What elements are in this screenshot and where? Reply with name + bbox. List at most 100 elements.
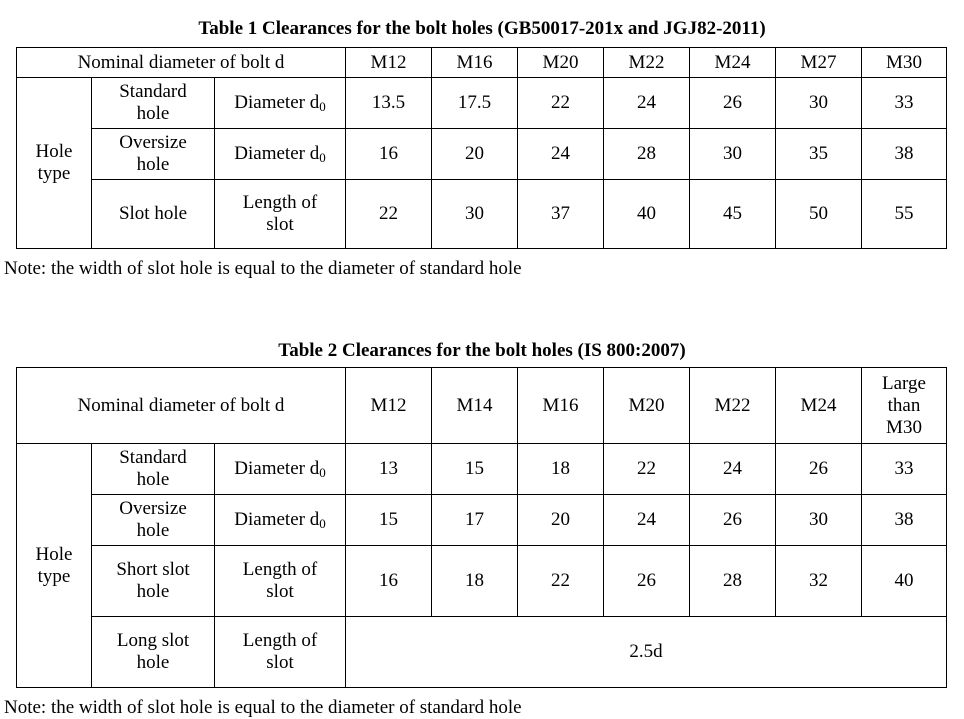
table2-row: Oversize hole Diameter d0 15 17 20 24 26… <box>17 494 947 546</box>
hole-name: Slot hole <box>91 179 215 249</box>
merged-value-cell: 2.5d <box>345 616 947 688</box>
value-cell: 13 <box>345 443 432 495</box>
value-cell: 33 <box>861 443 947 495</box>
table2-size: M20 <box>603 367 690 444</box>
value-cell: 30 <box>775 494 862 546</box>
table2-row: Short slot hole Length of slot 16 18 22 … <box>17 545 947 617</box>
value-cell: 24 <box>603 494 690 546</box>
value-cell: 50 <box>775 179 862 249</box>
table2: Nominal diameter of bolt d M12 M14 M16 M… <box>16 367 947 688</box>
table1-row: Slot hole Length of slot 22 30 37 40 45 … <box>17 179 947 249</box>
value-cell: 33 <box>861 77 947 129</box>
param-cell: Diameter d0 <box>214 443 346 495</box>
table2-hole-type-label: Hole type <box>16 443 92 688</box>
param-cell: Length of slot <box>214 545 346 617</box>
table1: Nominal diameter of bolt d M12 M16 M20 M… <box>16 47 947 249</box>
table1-size: M20 <box>517 47 604 78</box>
hole-name-text: Oversize hole <box>119 132 187 175</box>
value-cell: 30 <box>431 179 518 249</box>
param-subscript: 0 <box>319 150 326 165</box>
param-label: Diameter d <box>234 509 320 530</box>
value-cell: 26 <box>689 494 776 546</box>
table1-header-label: Nominal diameter of bolt d <box>16 47 346 78</box>
table1-size: M16 <box>431 47 518 78</box>
value-cell: 30 <box>775 77 862 129</box>
table2-note: Note: the width of slot hole is equal to… <box>4 697 522 718</box>
hole-name-text: Slot hole <box>118 203 188 224</box>
param-label: Diameter d <box>234 458 320 479</box>
value-cell: 22 <box>517 77 604 129</box>
value-cell: 20 <box>431 128 518 180</box>
hole-type-text: Hole type <box>35 141 73 184</box>
value-cell: 30 <box>689 128 776 180</box>
value-cell: 32 <box>775 545 862 617</box>
value-cell: 20 <box>517 494 604 546</box>
value-cell: 15 <box>345 494 432 546</box>
value-cell: 38 <box>861 494 947 546</box>
value-cell: 55 <box>861 179 947 249</box>
value-cell: 26 <box>603 545 690 617</box>
table2-size: Large than M30 <box>861 367 947 444</box>
table1-size: M30 <box>861 47 947 78</box>
value-cell: 28 <box>689 545 776 617</box>
hole-type-text: Hole type <box>35 543 73 587</box>
value-cell: 17.5 <box>431 77 518 129</box>
hole-name: Standard hole <box>91 443 215 495</box>
table2-row: Long slot hole Length of slot 2.5d <box>17 616 947 688</box>
value-cell: 18 <box>517 443 604 495</box>
value-cell: 26 <box>689 77 776 129</box>
param-cell: Diameter d0 <box>214 128 346 180</box>
value-cell: 24 <box>689 443 776 495</box>
value-cell: 15 <box>431 443 518 495</box>
table1-size: M24 <box>689 47 776 78</box>
param-cell: Length of slot <box>214 179 346 249</box>
table1-size: M12 <box>345 47 432 78</box>
param-label: Diameter d <box>234 92 320 113</box>
table2-size: M24 <box>775 367 862 444</box>
hole-name-text: Standard hole <box>119 81 187 124</box>
param-subscript: 0 <box>319 516 326 531</box>
hole-name-text: Standard hole <box>119 447 187 490</box>
param-label: Diameter d <box>234 143 320 164</box>
param-subscript: 0 <box>319 99 326 114</box>
hole-name: Standard hole <box>91 77 215 129</box>
value-cell: 17 <box>431 494 518 546</box>
value-cell: 22 <box>603 443 690 495</box>
value-cell: 26 <box>775 443 862 495</box>
table1-row: Oversize hole Diameter d0 16 20 24 28 30… <box>17 128 947 180</box>
table1-title: Table 1 Clearances for the bolt holes (G… <box>198 18 766 39</box>
table2-size: M16 <box>517 367 604 444</box>
value-cell: 38 <box>861 128 947 180</box>
table1-hole-type-label: Hole type <box>16 77 92 249</box>
value-cell: 18 <box>431 545 518 617</box>
hole-name-text: Oversize hole <box>119 498 187 541</box>
value-cell: 35 <box>775 128 862 180</box>
table1-header-row: Nominal diameter of bolt d M12 M16 M20 M… <box>16 47 947 78</box>
hole-name-text: Short slot hole <box>116 559 190 602</box>
param-label: Length of slot <box>242 192 318 235</box>
table2-size: M12 <box>345 367 432 444</box>
table1-size: M27 <box>775 47 862 78</box>
value-cell: 24 <box>603 77 690 129</box>
param-label: Length of slot <box>242 630 318 673</box>
value-cell: 16 <box>345 128 432 180</box>
value-cell: 22 <box>345 179 432 249</box>
table2-size: M22 <box>689 367 776 444</box>
param-cell: Diameter d0 <box>214 77 346 129</box>
param-cell: Length of slot <box>214 616 346 688</box>
table2-size: M14 <box>431 367 518 444</box>
value-cell: 24 <box>517 128 604 180</box>
hole-name: Oversize hole <box>91 128 215 180</box>
table1-note: Note: the width of slot hole is equal to… <box>4 258 522 279</box>
table2-size-text: Large than M30 <box>882 372 926 438</box>
param-label: Length of slot <box>242 559 318 602</box>
value-cell: 22 <box>517 545 604 617</box>
param-subscript: 0 <box>319 465 326 480</box>
hole-name: Long slot hole <box>91 616 215 688</box>
value-cell: 13.5 <box>345 77 432 129</box>
table1-row: Hole type Standard hole Diameter d0 13.5… <box>16 77 947 249</box>
table2-header-label: Nominal diameter of bolt d <box>16 367 346 444</box>
value-cell: 45 <box>689 179 776 249</box>
value-cell: 40 <box>603 179 690 249</box>
table2-header-row: Nominal diameter of bolt d M12 M14 M16 M… <box>16 367 947 444</box>
